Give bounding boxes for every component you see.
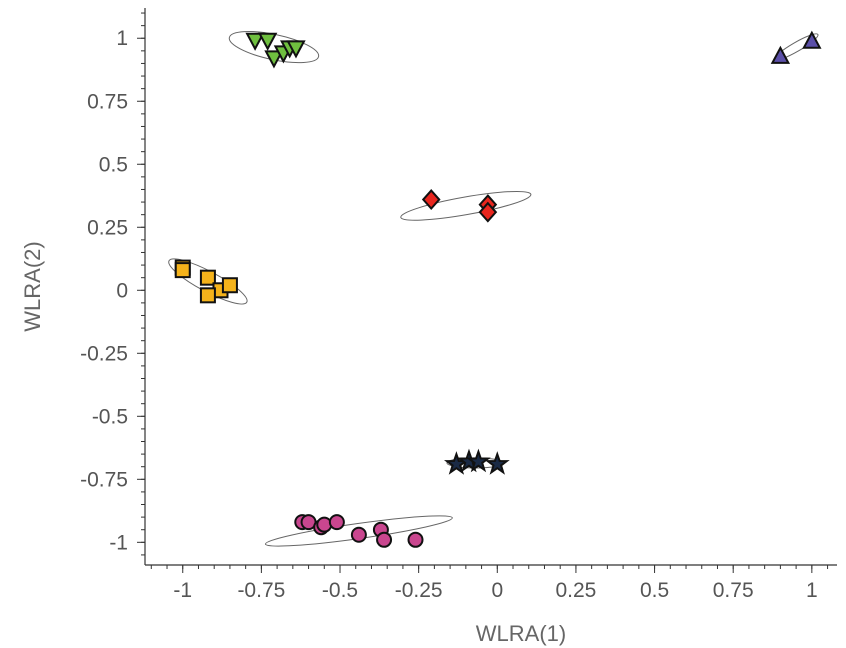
data-point-circle [316, 516, 333, 533]
x-ticks: -1 -0.75 -0.5 -0.25 0 0.25 0.5 0.75 1 [173, 565, 818, 602]
y-axis-title: WLRA(2) [20, 241, 45, 331]
data-point-circle [407, 531, 424, 548]
data-point-triangle-down [258, 32, 278, 51]
x-tick-label: -0.75 [237, 579, 285, 602]
data-point-circle [328, 514, 345, 531]
y-tick-label: 1 [116, 27, 128, 50]
x-tick-label: -0.5 [322, 579, 358, 602]
x-tick-label: 1 [806, 579, 818, 602]
data-point-square [221, 277, 238, 294]
data-point-circle [376, 531, 393, 548]
y-tick-label: -0.25 [80, 342, 128, 365]
x-tick-label: 0.75 [713, 579, 754, 602]
data-point-square [199, 269, 216, 286]
y-ticks: 1 0.75 0.5 0.25 0 -0.25 -0.5 -0.75 -1 [80, 27, 145, 554]
cluster-ellipse-diamond [400, 190, 532, 221]
data-point-triangle-down [264, 50, 284, 69]
data-point-star [484, 451, 510, 475]
x-tick-label: 0.25 [555, 579, 596, 602]
y-tick-label: 0.5 [99, 153, 128, 176]
data-points [174, 30, 822, 548]
data-point-triangle-up [802, 30, 822, 49]
y-tick-label: -0.5 [92, 405, 128, 428]
y-tick-label: 0 [116, 279, 128, 302]
x-tick-label: -0.25 [395, 579, 443, 602]
data-point-triangle-down [286, 40, 306, 59]
y-tick-label: -1 [109, 531, 128, 554]
data-point-triangle-up [770, 45, 791, 64]
data-point-square [174, 262, 191, 279]
axes: -1 -0.75 -0.5 -0.25 0 0.25 0.5 0.75 1 1 0.75 0.5 0.… [80, 8, 837, 602]
data-point-circle [350, 526, 367, 543]
y-tick-label: 0.25 [87, 216, 128, 239]
data-point-square [199, 287, 216, 304]
minor-ticks [141, 12, 829, 569]
x-tick-label: -1 [173, 579, 192, 602]
data-point-diamond [421, 189, 441, 211]
y-tick-label: -0.75 [80, 468, 128, 491]
data-point-triangle-down [245, 32, 265, 51]
x-tick-label: 0.5 [640, 579, 669, 602]
data-point-star [466, 448, 491, 473]
x-tick-label: 0 [491, 579, 503, 602]
data-point-diamond [478, 201, 498, 223]
y-tick-label: 0.75 [87, 90, 128, 113]
x-axis-title: WLRA(1) [476, 621, 566, 646]
